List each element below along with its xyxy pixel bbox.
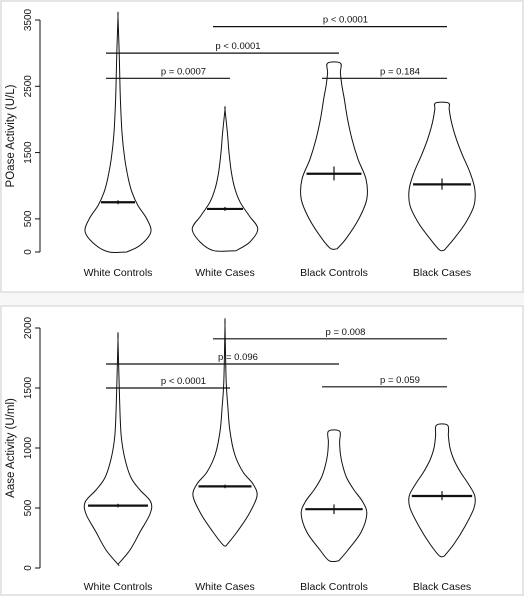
y-axis-label: POase Activity (U/L) [5, 84, 17, 187]
p-value-label: p = 0.059 [380, 375, 420, 386]
y-tick-label: 3500 [23, 8, 34, 31]
category-label: Black Cases [413, 581, 471, 593]
violin-shape [300, 429, 368, 563]
p-value-label: p < 0.0001 [323, 15, 368, 26]
violin-shape [83, 332, 153, 566]
p-value-label: p = 0.008 [326, 327, 366, 338]
category-label: Black Controls [300, 581, 368, 593]
y-tick-label: 0 [23, 565, 34, 571]
y-tick-label: 2000 [23, 316, 34, 339]
y-tick-label: 1500 [23, 141, 34, 164]
p-value-label: p < 0.0001 [215, 41, 260, 52]
violin-shape [191, 106, 259, 252]
category-label: White Controls [84, 267, 153, 279]
category-label: Black Cases [413, 267, 471, 279]
y-tick-label: 500 [23, 499, 34, 516]
y-tick-label: 2500 [23, 75, 34, 98]
violin-shape [408, 423, 476, 558]
y-tick-label: 500 [23, 210, 34, 227]
y-tick-label: 1000 [23, 436, 34, 459]
violin-shape [84, 11, 152, 253]
p-value-label: p = 0.0007 [161, 66, 206, 77]
p-value-label: p = 0.096 [218, 352, 258, 363]
category-label: Black Controls [300, 267, 368, 279]
p-value-label: p = 0.184 [380, 66, 420, 77]
violin-shape [408, 101, 476, 252]
violin-shape [300, 61, 368, 250]
category-label: White Controls [84, 581, 153, 593]
p-value-label: p < 0.0001 [161, 376, 206, 387]
category-label: White Cases [195, 581, 255, 593]
category-label: White Cases [195, 267, 255, 279]
aase-violin-panel: 0 500 1000 1500 2000 Aase Activity (U/ml) Whit… [5, 316, 476, 593]
y-tick-label: 1500 [23, 376, 34, 399]
poase-violin-panel: 0 500 1500 2500 3500 POase Activity (U/L) Whit… [5, 8, 476, 279]
violin-shape [192, 318, 258, 547]
y-tick-label: 0 [23, 249, 34, 255]
y-axis-label: Aase Activity (U/ml) [5, 398, 17, 498]
